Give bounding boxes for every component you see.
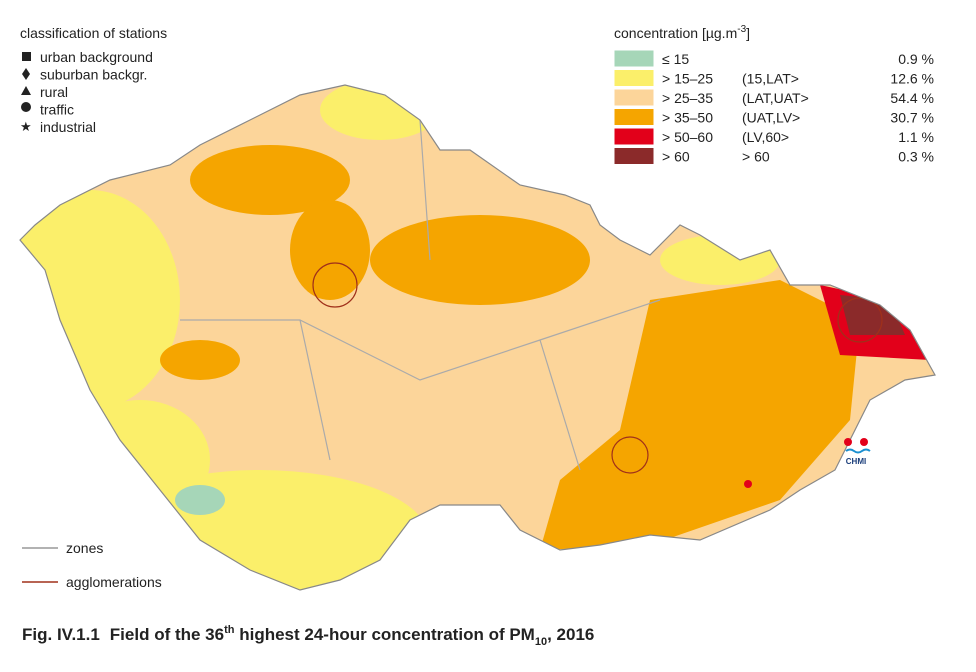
class-share: 0.3 %	[898, 149, 934, 165]
class-share: 12.6 %	[890, 71, 934, 87]
class-range: ≤ 15	[662, 51, 689, 67]
class-range: > 35–50	[662, 110, 713, 126]
icon-triangle	[21, 86, 31, 95]
logo-mark	[860, 438, 868, 446]
class-share: 54.4 %	[890, 90, 934, 106]
class-assessment: > 60	[742, 149, 770, 165]
station-type: traffic	[40, 102, 74, 118]
logo-mark	[844, 438, 852, 446]
icon-circle	[21, 102, 31, 112]
title-end: ]	[746, 25, 750, 41]
caption-number: Fig. IV.1.1	[22, 625, 100, 644]
class-range: > 15–25	[662, 71, 713, 87]
caption-part: highest 24-hour concentration of PM	[234, 625, 534, 644]
caption-part: Field of the 36	[110, 625, 224, 644]
class-assessment: (LAT,UAT>	[742, 90, 809, 106]
class-range: > 25–35	[662, 90, 713, 106]
icon-diamond	[22, 68, 30, 80]
title-sup: -3	[737, 24, 746, 35]
legend-swatch	[613, 147, 655, 165]
class-share: 0.9 %	[898, 51, 934, 67]
caption: Fig. IV.1.1 Field of the 36th highest 24-…	[22, 624, 594, 648]
icon-square	[22, 52, 31, 61]
concentration-legend: ≤ 15 0.9 % > 15–25 (15,LAT> 12.6 % > 25–35 (LA…	[613, 49, 934, 165]
legend-swatch	[613, 49, 655, 68]
title: concentration [µg.m	[614, 25, 737, 41]
station-type: rural	[40, 84, 68, 100]
legend-swatch	[613, 108, 655, 126]
class-range: > 60	[662, 149, 690, 165]
stations-legend: urban background suburban backgr.rural tra…	[40, 49, 153, 135]
class-share: 1.1 %	[898, 129, 934, 145]
class-assessment: (15,LAT>	[742, 71, 799, 87]
logo-wave	[845, 448, 871, 454]
station-type: urban background	[40, 49, 153, 65]
agglomerations-label: agglomerations	[66, 574, 162, 590]
caption-sub: 10	[535, 636, 547, 648]
zones-label: zones	[66, 540, 103, 556]
concentration-legend-title: concentration [µg.m-3]	[614, 24, 750, 41]
class-assessment: (LV,60>	[742, 129, 789, 145]
class-range: > 50–60	[662, 129, 713, 145]
legend-swatch	[613, 69, 655, 87]
caption-sup: th	[224, 624, 235, 636]
caption-part: , 2016	[547, 625, 594, 644]
legend-swatch	[613, 88, 655, 107]
icon-star: ★	[20, 119, 32, 134]
class-share: 30.7 %	[890, 110, 934, 126]
logo-text: CHMI	[846, 457, 866, 466]
station-type: suburban backgr.	[40, 67, 147, 83]
stations-legend-title: classification of stations	[20, 25, 167, 41]
class-assessment: (UAT,LV>	[742, 110, 800, 126]
legend-swatch	[613, 127, 655, 146]
station-type: industrial	[40, 119, 96, 135]
concentration-field	[20, 85, 935, 590]
